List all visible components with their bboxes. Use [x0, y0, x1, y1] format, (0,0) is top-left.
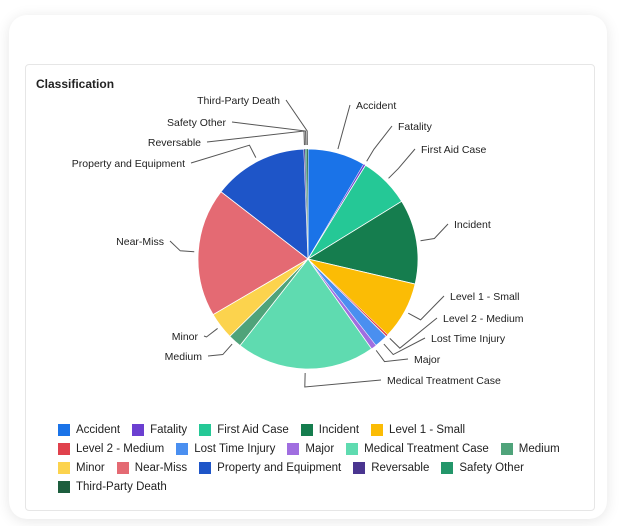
legend-item[interactable]: Reversable: [353, 458, 429, 477]
pie-slice-medical-treatment-case[interactable]: [239, 258, 373, 370]
pie-slice-property-and-equipment[interactable]: [220, 148, 309, 260]
legend-swatch: [353, 461, 366, 474]
slice-label: Accident: [356, 100, 396, 112]
slice-label: Major: [414, 354, 441, 366]
legend-swatch: [346, 442, 359, 455]
legend-swatch: [132, 423, 145, 436]
leader-line: [408, 295, 445, 321]
slice-label: Near-Miss: [116, 236, 164, 248]
legend-item[interactable]: Safety Other: [441, 458, 524, 477]
legend-label: First Aid Case: [217, 423, 289, 436]
legend-swatch: [199, 461, 212, 474]
leader-line: [420, 223, 449, 242]
slice-label: Fatality: [398, 121, 433, 133]
pie-slice-near-miss[interactable]: [197, 191, 309, 316]
slice-label: Third-Party Death: [197, 95, 280, 107]
leader-line: [206, 130, 305, 146]
leader-line: [337, 104, 351, 150]
legend-label: Medical Treatment Case: [364, 442, 489, 455]
legend-label: Lost Time Injury: [194, 442, 276, 455]
legend-swatch: [116, 461, 129, 474]
leader-line: [375, 350, 409, 363]
legend-label: Level 1 - Small: [389, 423, 466, 436]
pie-slice-third-party-death[interactable]: [306, 148, 309, 260]
legend-item[interactable]: First Aid Case: [199, 420, 289, 439]
legend-label: Fatality: [150, 423, 188, 436]
legend-item[interactable]: Major: [287, 439, 334, 458]
legend-label: Reversable: [371, 461, 430, 474]
legend-item[interactable]: Medical Treatment Case: [346, 439, 489, 458]
slice-label: Level 2 - Medium: [443, 313, 524, 325]
legend-label: Medium: [518, 442, 560, 455]
leader-line: [304, 372, 382, 388]
legend-item[interactable]: Fatality: [132, 420, 187, 439]
slice-label: Lost Time Injury: [431, 333, 506, 345]
legend-swatch: [500, 442, 513, 455]
leader-line: [285, 99, 308, 146]
legend-label: Property and Equipment: [217, 461, 342, 474]
legend-item[interactable]: Near-Miss: [116, 458, 188, 477]
slice-label: Reversable: [148, 137, 201, 149]
legend-swatch: [441, 461, 454, 474]
legend-label: Safety Other: [459, 461, 524, 474]
legend-item[interactable]: Accident: [58, 420, 120, 439]
legend-swatch: [287, 442, 300, 455]
legend-label: Minor: [76, 461, 105, 474]
legend-swatch: [58, 461, 70, 474]
leader-line: [203, 328, 218, 338]
legend-label: Level 2 - Medium: [76, 442, 165, 455]
legend-item[interactable]: Incident: [300, 420, 360, 439]
slice-label: Medium: [165, 351, 203, 363]
legend-label: Incident: [318, 423, 360, 436]
slice-label: Medical Treatment Case: [387, 375, 501, 387]
legend-item[interactable]: Level 1 - Small: [371, 420, 465, 439]
leader-line: [383, 337, 426, 356]
leader-line: [388, 148, 416, 179]
legend-label: Major: [305, 442, 335, 455]
slice-label: Property and Equipment: [72, 158, 185, 170]
slice-label: Incident: [454, 219, 491, 231]
slice-label: Level 1 - Small: [450, 291, 519, 303]
slice-label: First Aid Case: [421, 144, 487, 156]
leader-line: [190, 144, 257, 164]
legend-item[interactable]: Level 2 - Medium: [58, 439, 164, 458]
legend-item[interactable]: Medium: [500, 439, 560, 458]
legend-swatch: [300, 423, 313, 436]
legend-swatch: [199, 423, 212, 436]
leader-line: [169, 240, 195, 253]
leader-line: [207, 343, 233, 357]
leader-line: [231, 121, 307, 146]
legend-item[interactable]: Property and Equipment: [199, 458, 341, 477]
legend-swatch: [371, 423, 384, 436]
legend-item[interactable]: Third-Party Death: [58, 477, 167, 496]
legend-label: Accident: [76, 423, 121, 436]
legend-item[interactable]: Lost Time Injury: [176, 439, 275, 458]
legend-label: Third-Party Death: [76, 480, 167, 493]
pie-slice-incident[interactable]: [306, 200, 419, 285]
slice-label: Safety Other: [167, 117, 226, 129]
legend-swatch: [58, 480, 70, 493]
slice-label: Minor: [172, 331, 199, 343]
leader-line: [366, 125, 393, 162]
legend-swatch: [58, 423, 70, 436]
legend-item[interactable]: Minor: [58, 458, 105, 477]
leader-line: [389, 317, 438, 349]
chart-title: Classification: [36, 77, 115, 91]
legend-swatch: [176, 442, 189, 455]
chart-legend: Accident Fatality First Aid Case Incident Le…: [58, 420, 578, 496]
legend-label: Near-Miss: [134, 461, 188, 474]
legend-swatch: [58, 442, 70, 455]
